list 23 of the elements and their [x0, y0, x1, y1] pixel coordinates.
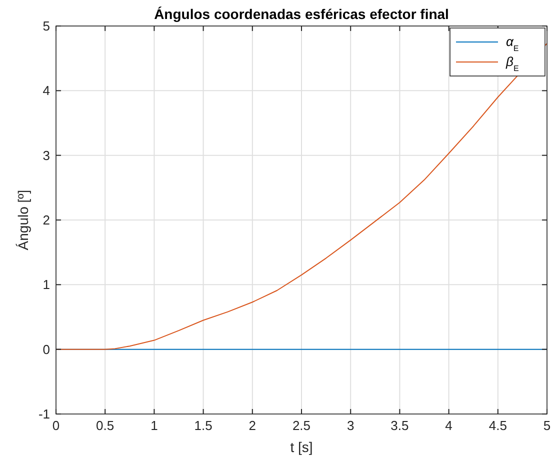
y-tick-label: 2	[42, 212, 50, 228]
x-tick-label: 2.5	[292, 418, 311, 433]
y-tick-label: 5	[42, 18, 50, 34]
chart-title: Ángulos coordenadas esféricas efector final	[154, 6, 449, 22]
y-tick-label: 3	[42, 148, 50, 163]
y-tick-label: 4	[42, 83, 50, 98]
x-axis-title: t [s]	[290, 439, 313, 455]
x-tick-label: 2	[248, 418, 256, 433]
y-tick-label: 0	[42, 342, 50, 357]
x-tick-label: 5	[543, 418, 551, 433]
x-tick-label: 0.5	[96, 418, 114, 433]
x-tick-label: 4.5	[488, 418, 507, 433]
x-tick-label: 1	[150, 418, 158, 433]
x-tick-label: 4	[445, 418, 452, 433]
y-tick-label: 1	[42, 277, 50, 292]
x-tick-label: 1.5	[194, 418, 212, 433]
x-tick-label: 0	[52, 418, 60, 433]
y-tick-label: -1	[38, 406, 50, 422]
x-tick-label: 3	[346, 418, 354, 433]
legend-label: β$_{E}$	[505, 54, 519, 72]
x-tick-label: 3.5	[390, 418, 409, 433]
y-axis-title: Ángulo [º]	[15, 190, 31, 250]
legend-label: α$_{E}$	[506, 34, 519, 52]
